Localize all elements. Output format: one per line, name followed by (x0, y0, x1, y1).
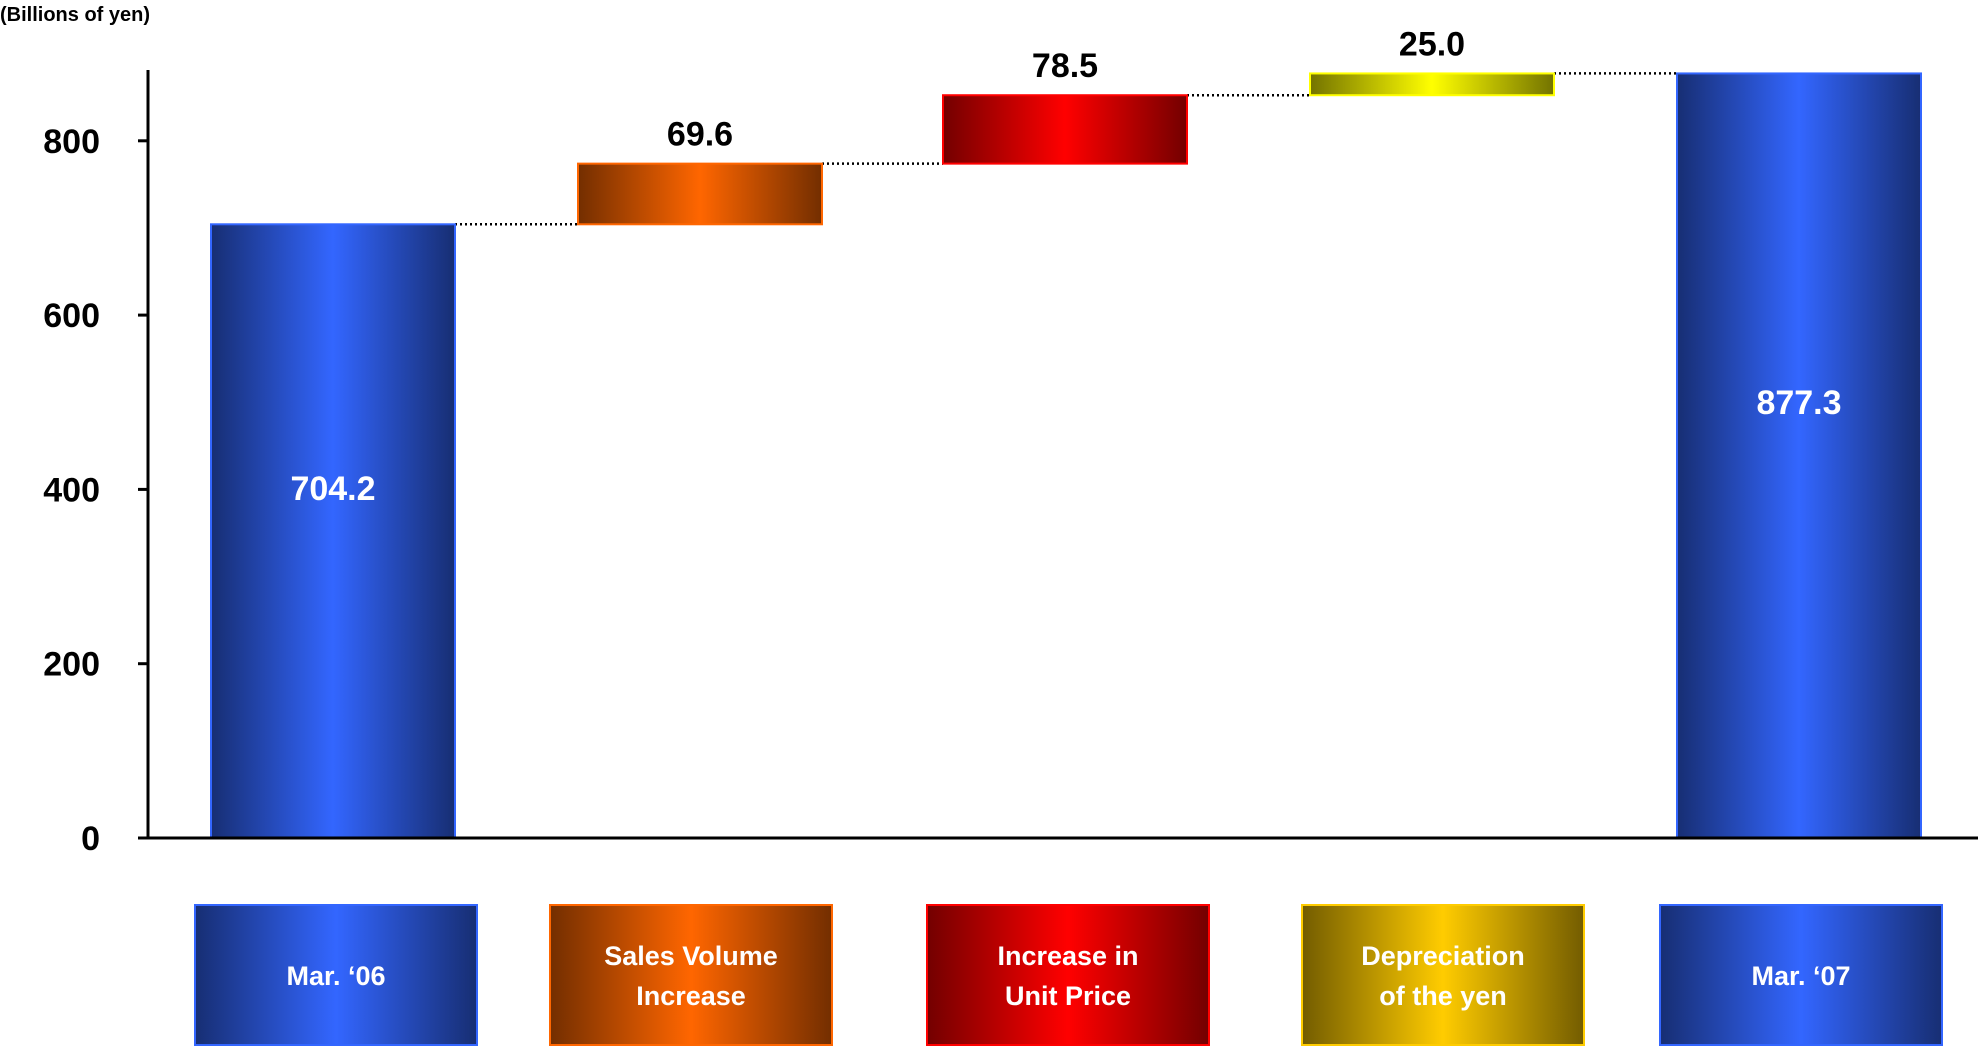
value-label-1: 704.2 (290, 470, 375, 508)
value-label-2: 69.6 (667, 116, 733, 154)
legend-box-5 (1659, 904, 1943, 1046)
value-label-3: 78.5 (1032, 47, 1098, 85)
category-label: Sales Volume (604, 941, 778, 971)
value-labels: 704.2 69.6 78.5 25.0 877.3 (290, 25, 1841, 508)
unit-label: (Billions of yen) (0, 4, 150, 26)
y-tick-label: 600 (43, 297, 100, 335)
legend-box-1 (194, 904, 478, 1046)
legend-box-3 (926, 904, 1210, 1046)
y-tick-label: 0 (81, 820, 100, 858)
category-label: Depreciation (1361, 941, 1525, 971)
legend-box-4 (1301, 904, 1585, 1046)
bar-3 (942, 94, 1188, 165)
bar-1 (210, 223, 456, 840)
value-label-5: 877.3 (1756, 384, 1841, 422)
category-label: Increase in (997, 941, 1138, 971)
y-tick-label: 400 (43, 471, 100, 509)
value-label-4: 25.0 (1399, 25, 1465, 63)
category-legend: Mar. ‘06 Sales Volume Increase Increase in U… (194, 904, 1943, 1046)
bar-4 (1309, 72, 1555, 97)
bar-2 (577, 162, 823, 226)
category-label: Increase (636, 981, 746, 1011)
category-label: of the yen (1379, 981, 1507, 1011)
y-ticks: 0 200 400 600 800 (43, 123, 148, 858)
legend-box-2 (549, 904, 833, 1046)
category-label: Mar. ‘06 (286, 961, 385, 991)
bars (210, 72, 1922, 840)
connector-lines (455, 72, 1677, 226)
category-label: Mar. ‘07 (1751, 961, 1850, 991)
bar-5 (1676, 72, 1922, 840)
category-label: Unit Price (1005, 981, 1131, 1011)
y-tick-label: 800 (43, 123, 100, 161)
axes (146, 70, 1978, 840)
y-tick-label: 200 (43, 646, 100, 684)
